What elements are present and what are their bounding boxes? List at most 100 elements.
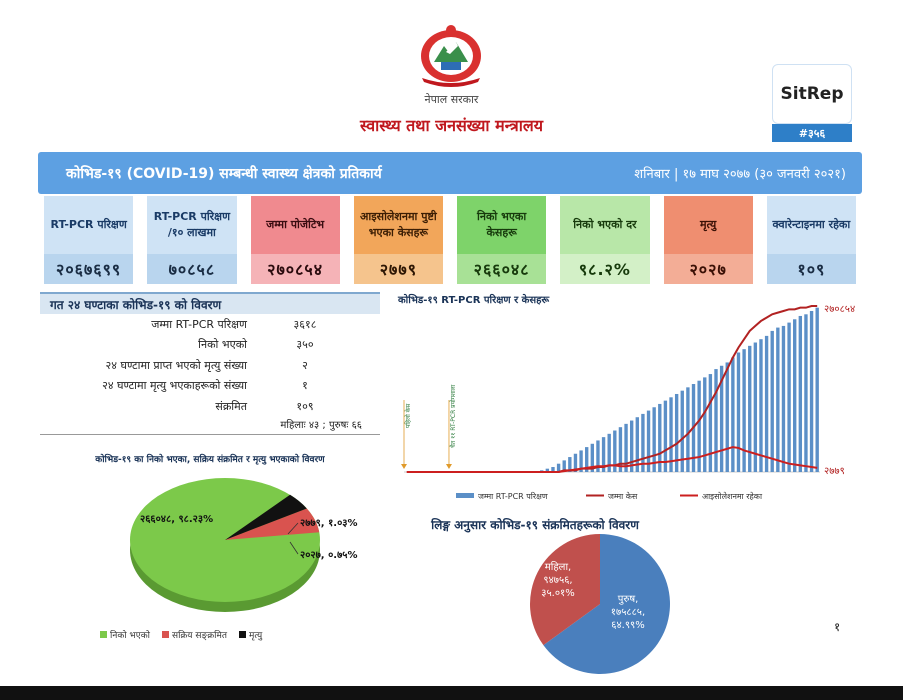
kpi-card-label: RT-PCR परिक्षण <box>44 196 134 254</box>
bar-tests <box>703 377 707 472</box>
bottom-bar <box>0 686 903 700</box>
bar-tests <box>725 362 729 472</box>
bar-tests <box>663 400 668 472</box>
kpi-card-label: क्वारेन्टाइनमा रहेका <box>766 196 856 254</box>
row-value: ३५० <box>296 338 314 352</box>
bar-tests <box>697 380 701 472</box>
kpi-card-label: निको भएका केसहरू <box>457 196 547 254</box>
gender-pie-chart: पुरुष, १७५८८५, ६४.९९% महिला, ९४७५६, ३५.०१% <box>530 534 670 674</box>
sitrep-label: SitRep <box>772 64 852 124</box>
bar-tests <box>793 319 797 472</box>
bar-tests <box>624 423 628 472</box>
row-label: २४ घण्टामा प्राप्त भएको मृत्यु संख्या <box>105 358 247 372</box>
bar-tests <box>545 468 550 472</box>
bar-tests <box>652 407 656 472</box>
table-row: २४ घण्टामा मृत्यु भएकाहरूको संख्या १ <box>40 376 380 397</box>
pie-label: २६६०४८, ९८.२३% <box>140 514 213 525</box>
bar-tests <box>731 357 735 472</box>
last24-footnote: महिलाः ४३ ; पुरुषः ६६ <box>40 417 380 435</box>
legend-label: मृत्यु <box>248 631 263 641</box>
status-pie-chart: २६६०४८, ९८.२३% २७७९, १.०३% २०२७, ०.७५% <box>130 478 358 612</box>
annotation-arrow <box>445 464 452 469</box>
table-row: २४ घण्टामा प्राप्त भएको मृत्यु संख्या २ <box>40 355 380 376</box>
end-label-isolation: २७७९ <box>824 466 845 477</box>
kpi-card-label: आइसोलेशनमा पुष्टी भएका केसहरू <box>353 196 443 254</box>
sitrep-number: #३५६ <box>772 124 852 142</box>
kpi-card-value: २७०८५४ <box>250 254 340 284</box>
kpi-card-value: ९८.२% <box>560 254 650 284</box>
bar-tests <box>787 322 791 472</box>
bar-tests <box>764 335 769 472</box>
bar-tests <box>635 417 639 472</box>
bar-tests <box>613 430 617 472</box>
bar-tests <box>708 374 713 472</box>
legend-label: निको भएको <box>110 631 150 641</box>
bar-tests <box>618 427 623 472</box>
bar-tests <box>714 369 718 472</box>
kpi-card-value: २०२७ <box>663 254 753 284</box>
table-row: जम्मा RT-PCR परिक्षण ३६१८ <box>40 314 380 335</box>
pie-label: महिला, ९४७५६, ३५.०१% <box>541 561 574 599</box>
pie-label: २०२७, ०.७५% <box>300 550 358 561</box>
banner: कोभिड-१९ (COVID-19) सम्बन्धी स्वास्थ्य क… <box>38 152 862 194</box>
bar-tests <box>686 387 690 472</box>
banner-date: शनिबार | १७ माघ २०७७ (३० जनवरी २०२१) <box>634 167 846 182</box>
kpi-card: क्वारेन्टाइनमा रहेका १०९ <box>766 196 856 284</box>
line-isolation <box>406 446 818 473</box>
page-number: १ <box>834 620 841 634</box>
bar-tests <box>742 349 746 472</box>
annotation-label: चैत ११ RT-PCR प्रयोगशाला <box>449 384 457 448</box>
kpi-cards: RT-PCR परिक्षण २०६७६९९ RT-PCR परिक्षण /१० … <box>44 196 856 284</box>
status-pie-legend: निको भएको सक्रिय सङ्क्रमित मृत्यु <box>100 628 262 641</box>
bar-tests <box>601 437 606 472</box>
bar-tests <box>753 342 758 472</box>
row-value: २ <box>302 358 308 372</box>
bar-tests <box>736 352 741 472</box>
government-name: नेपाल सरकार <box>424 93 479 106</box>
kpi-card: RT-PCR परिक्षण २०६७६९९ <box>44 196 134 284</box>
kpi-card-value: १०९ <box>766 254 856 284</box>
bar-tests <box>562 460 566 472</box>
tests-cases-chart: पहिलो केस चैत ११ RT-PCR प्रयोगशाला २७०८५४ २… <box>401 304 855 501</box>
kpi-card: मृत्यु २०२७ <box>663 196 753 284</box>
bar-tests <box>815 307 819 472</box>
pie-slice-female <box>530 534 600 646</box>
bar-tests <box>641 413 645 472</box>
kpi-card: निको भएका केसहरू २६६०४८ <box>457 196 547 284</box>
bar-tests <box>748 345 752 472</box>
kpi-card-value: २६६०४८ <box>457 254 547 284</box>
kpi-card-value: २७७९ <box>353 254 443 284</box>
kpi-card-label: निको भएको दर <box>560 196 650 254</box>
row-value: १ <box>302 379 308 393</box>
pie-slice-male <box>543 534 670 674</box>
bar-tests <box>770 330 774 472</box>
bar-tests <box>674 393 679 472</box>
pie-leader-line <box>289 541 299 555</box>
end-label-cases: २७०८५४ <box>824 304 855 315</box>
legend-label: सक्रिय सङ्क्रमित <box>171 631 227 641</box>
legend-label: जम्मा केस <box>608 491 638 501</box>
row-label: निको भएको <box>198 338 247 352</box>
bar-tests <box>629 420 634 472</box>
banner-title: कोभिड-१९ (COVID-19) सम्बन्धी स्वास्थ्य क… <box>66 165 382 182</box>
bar-tests <box>781 325 786 472</box>
row-value: १०९ <box>296 399 314 413</box>
kpi-card: RT-PCR परिक्षण /१० लाखमा ७०८५८ <box>147 196 237 284</box>
table-row: संक्रमित १०९ <box>40 396 380 417</box>
bar-tests <box>551 467 555 472</box>
bar-tests <box>568 457 572 472</box>
kpi-card-value: ७०८५८ <box>147 254 237 284</box>
bar-tests <box>719 365 724 472</box>
bar-tests <box>607 433 611 472</box>
nepal-emblem-icon <box>421 25 481 87</box>
pie-leader-line <box>287 522 299 535</box>
annotation-label: पहिलो केस <box>404 403 412 428</box>
bar-tests <box>669 397 673 472</box>
annotation-arrow <box>401 464 407 469</box>
bar-tests <box>646 410 651 472</box>
legend-item: सक्रिय सङ्क्रमित <box>161 628 227 641</box>
kpi-card-label: RT-PCR परिक्षण /१० लाखमा <box>147 196 237 254</box>
bar-tests <box>658 403 662 472</box>
bar-tests <box>556 463 561 472</box>
bar-tests <box>809 310 814 472</box>
